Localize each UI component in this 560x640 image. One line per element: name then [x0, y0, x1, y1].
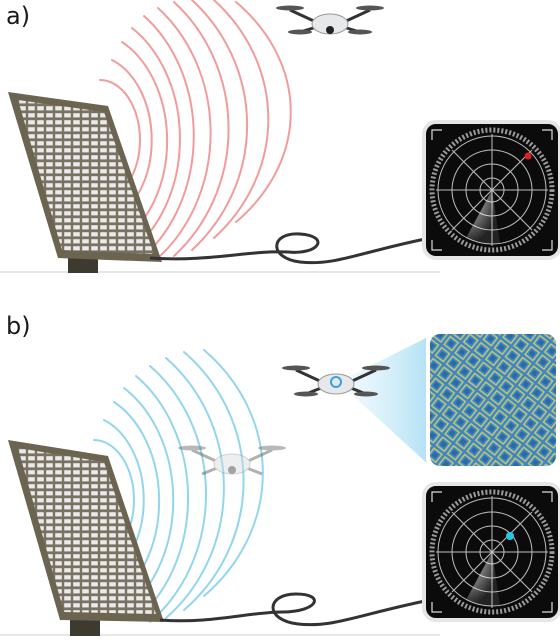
- panel-label-a: a): [6, 2, 31, 30]
- cable-a: [149, 232, 431, 265]
- radar-display-a: [422, 120, 560, 260]
- cable-b: [159, 592, 431, 627]
- metasurface-inset: [426, 330, 560, 470]
- radar-antenna-b: [8, 440, 164, 636]
- panel-label-b: b): [6, 312, 31, 340]
- radar-display-b: [422, 482, 560, 622]
- zoom-beam: [338, 336, 430, 466]
- panel-a: [0, 0, 560, 273]
- drone-b: [282, 365, 390, 397]
- ghost-drone: [178, 445, 286, 476]
- radar-antenna-a: [8, 92, 162, 273]
- radar-target-b: [506, 532, 514, 540]
- radar-target-a: [524, 152, 532, 160]
- panel-b: [0, 330, 560, 636]
- drone-a: [276, 5, 384, 35]
